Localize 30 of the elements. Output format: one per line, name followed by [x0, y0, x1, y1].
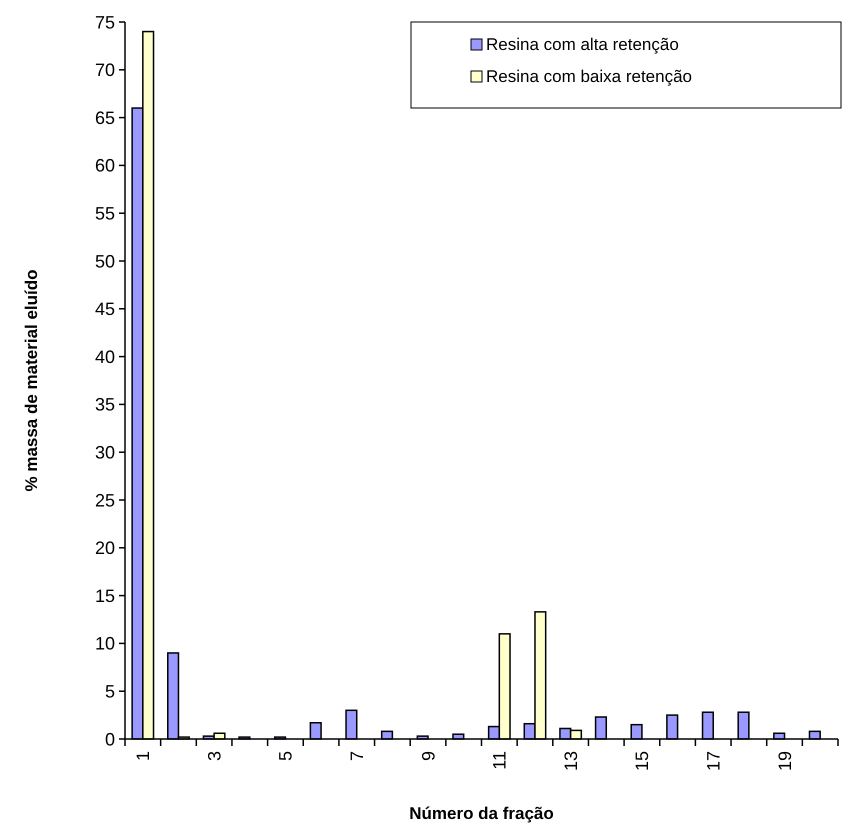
y-tick-label: 30: [94, 442, 115, 462]
x-tick-label: 7: [347, 751, 368, 762]
y-tick-label: 20: [94, 538, 115, 558]
y-axis-title: % massa de material eluído: [22, 269, 41, 492]
y-tick-label: 5: [104, 682, 115, 702]
y-tick-label: 40: [94, 346, 115, 367]
y-tick-label: 25: [94, 490, 115, 510]
x-tick-label: 3: [204, 751, 224, 762]
y-tick-label: 0: [104, 729, 115, 750]
y-tick-label: 15: [94, 586, 115, 606]
x-tick-label: 11: [490, 751, 510, 770]
y-tick-label: 45: [94, 299, 115, 320]
y-tick-label: 70: [94, 60, 115, 80]
x-tick-label: 17: [704, 751, 724, 772]
y-tick-label: 35: [94, 394, 115, 415]
y-tick-label: 60: [94, 156, 115, 176]
legend-label: Resina com baixa retenção: [486, 67, 692, 86]
x-axis-title: Número da fração: [409, 804, 554, 823]
x-tick-label: 5: [276, 751, 296, 762]
y-tick-label: 65: [94, 108, 115, 128]
y-tick-label: 75: [94, 12, 115, 32]
y-tick-label: 55: [94, 204, 115, 224]
x-tick-label: 15: [632, 751, 652, 772]
y-tick-label: 50: [94, 251, 115, 272]
x-tick-label: 13: [560, 751, 581, 772]
x-tick-label: 9: [418, 751, 438, 762]
x-tick-label: 1: [133, 751, 154, 762]
legend-label: Resina com alta retenção: [486, 35, 679, 54]
y-tick-label: 10: [94, 634, 115, 654]
x-tick-label: 19: [774, 751, 795, 772]
